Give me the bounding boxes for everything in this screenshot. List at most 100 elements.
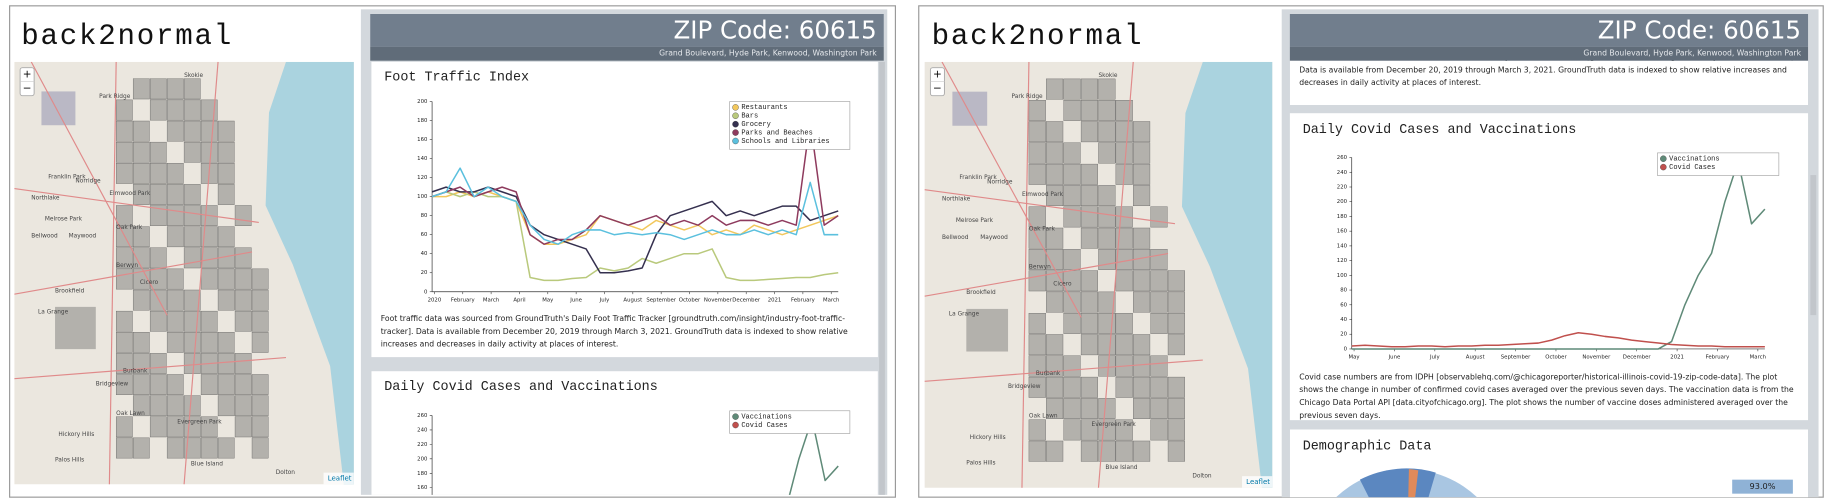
- zoom-out[interactable]: −: [23, 83, 32, 95]
- neighborhood: [1115, 227, 1133, 249]
- neighborhood: [132, 437, 150, 459]
- y-tick-label: 200: [1337, 199, 1348, 205]
- neighborhood: [1115, 334, 1133, 356]
- neighborhood: [166, 395, 184, 417]
- neighborhood: [115, 416, 133, 438]
- neighborhood: [1046, 163, 1064, 185]
- neighborhood: [251, 310, 269, 332]
- neighborhood: [115, 437, 133, 459]
- y-tick-label: 40: [1340, 317, 1347, 323]
- zip-title: ZIP Code: 60615: [1598, 16, 1801, 45]
- header-bar: [1289, 14, 1809, 47]
- map-label: Skokie: [184, 73, 203, 79]
- zoom-in[interactable]: +: [23, 69, 32, 81]
- x-tick-label: 2021: [1670, 355, 1684, 361]
- neighborhood: [1150, 206, 1168, 228]
- legend-label: Bars: [741, 113, 758, 121]
- neighborhood: [1046, 78, 1064, 100]
- neighborhood: [1028, 142, 1046, 164]
- zoom-in[interactable]: +: [933, 69, 942, 81]
- covid-note: Covid case numbers are from IDPH [observ…: [1299, 372, 1794, 421]
- neighborhood: [132, 163, 150, 184]
- x-tick-label: March: [823, 297, 839, 303]
- line-series: [431, 191, 839, 282]
- foot-traffic-note-box: Foot traffic data was sourced from Groun…: [1299, 61, 1796, 88]
- attribution[interactable]: Leaflet: [1246, 478, 1270, 486]
- neighborhood: [1115, 313, 1133, 334]
- neighborhood: [149, 205, 167, 226]
- map-label: Berwyn: [1029, 265, 1051, 271]
- attribution[interactable]: Leaflet: [328, 474, 352, 482]
- neighborhood: [1167, 270, 1185, 292]
- neighborhood: [166, 437, 184, 459]
- x-tick-label: February: [451, 297, 476, 303]
- neighborhood: [234, 374, 252, 395]
- neighborhood: [217, 289, 235, 311]
- neighborhood: [183, 205, 201, 226]
- zoom-out[interactable]: −: [933, 83, 942, 95]
- neighborhood: [1080, 398, 1098, 419]
- attribution-bg: [323, 472, 354, 485]
- chart-foot-traffic: 0 20 40 60 80 100 120 140 160 180 200 2020 February M…: [417, 99, 851, 303]
- neighborhood: [115, 353, 133, 374]
- neighborhood: [217, 184, 235, 205]
- neighborhood: [149, 99, 167, 121]
- neighborhood: [217, 374, 235, 395]
- neighborhood: [183, 141, 201, 163]
- neighborhood: [1028, 334, 1046, 356]
- neighborhood: [1063, 185, 1081, 207]
- map-label: Brookfield: [55, 288, 85, 294]
- neighborhood: [1150, 291, 1168, 313]
- neighborhood: [1133, 334, 1151, 356]
- x-tick-label: March: [483, 297, 499, 303]
- x-tick-label: June: [1388, 355, 1401, 361]
- road: [924, 252, 1169, 297]
- bar-label: 93.0%: [1750, 481, 1776, 491]
- legend-marker: [732, 421, 739, 429]
- card: [1289, 60, 1809, 106]
- card-title: Demographic Data: [1303, 439, 1432, 454]
- map-label: Elmwood Park: [1022, 192, 1064, 198]
- x-tick-label: May: [542, 297, 554, 303]
- neighborhood: [166, 163, 184, 184]
- neighborhood: [183, 78, 201, 100]
- neighborhood: [1167, 440, 1185, 462]
- map-label: Northlake: [942, 196, 971, 202]
- neighborhood: [251, 374, 269, 395]
- x-tick-label: June: [569, 297, 582, 303]
- neighborhood: [251, 332, 269, 353]
- neighborhood: [166, 310, 184, 332]
- line-series: [431, 167, 839, 245]
- neighborhood: [1080, 270, 1098, 292]
- road: [14, 251, 253, 295]
- neighborhood: [1133, 398, 1151, 419]
- neighborhood: [251, 289, 269, 311]
- map-label: Oak Park: [1029, 226, 1056, 232]
- x-tick-label: November: [704, 297, 733, 303]
- neighborhood: [1028, 355, 1046, 377]
- neighborhood: [1150, 313, 1168, 334]
- neighborhood: [200, 268, 218, 290]
- neighborhood: [1098, 100, 1116, 121]
- map-label: Palos Hills: [55, 457, 84, 463]
- neighborhood: [1063, 100, 1081, 121]
- neighborhood: [1063, 206, 1081, 228]
- y-tick-label: 60: [1340, 302, 1347, 308]
- x-tick-label: February: [791, 297, 816, 303]
- neighborhood: [1080, 291, 1098, 313]
- neighborhood: [55, 306, 96, 350]
- neighborhood: [132, 141, 150, 163]
- neighborhood: [1046, 398, 1064, 419]
- neighborhood: [1046, 440, 1064, 462]
- x-tick-label: December: [1623, 355, 1652, 361]
- neighborhood: [149, 289, 167, 311]
- pie-decoration: [1408, 469, 1419, 498]
- neighborhood: [1150, 419, 1168, 441]
- neighborhood: [115, 120, 133, 142]
- neighborhood: [1133, 291, 1151, 313]
- neighborhood: [132, 374, 150, 395]
- road: [924, 189, 1176, 225]
- neighborhood: [200, 141, 218, 163]
- map-label: Bridgeview: [96, 381, 129, 387]
- neighborhood: [251, 437, 269, 459]
